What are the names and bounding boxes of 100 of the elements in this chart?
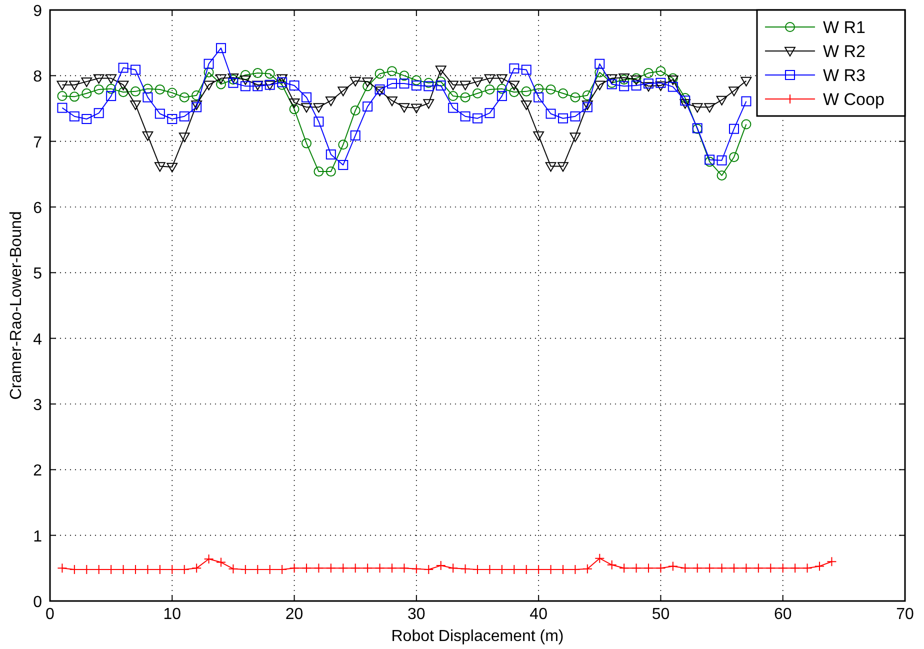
x-tick-label: 60 <box>774 606 792 623</box>
y-tick-label: 1 <box>33 528 42 546</box>
point <box>240 81 250 92</box>
point <box>644 68 654 78</box>
point <box>472 88 482 98</box>
point <box>570 92 580 102</box>
point <box>302 92 312 102</box>
point <box>680 92 690 103</box>
point <box>82 114 92 124</box>
point <box>655 81 666 91</box>
point <box>81 77 92 88</box>
point <box>240 70 250 80</box>
point <box>619 81 630 92</box>
point <box>154 162 166 172</box>
point <box>167 88 178 98</box>
y-tick-label: 8 <box>33 68 42 86</box>
y-tick-label: 3 <box>33 397 42 414</box>
x-tick-label: 50 <box>652 606 670 623</box>
x-tick-label: 30 <box>408 606 426 623</box>
point <box>57 91 68 102</box>
point <box>472 77 483 88</box>
point <box>94 108 104 118</box>
point <box>387 66 397 76</box>
point <box>399 70 410 81</box>
point <box>631 73 642 84</box>
point <box>680 99 691 109</box>
point <box>277 77 288 88</box>
point <box>667 76 678 86</box>
x-tick-label: 40 <box>530 606 548 623</box>
point <box>154 108 165 119</box>
point <box>142 92 153 102</box>
point <box>716 96 728 106</box>
point <box>644 78 654 89</box>
point <box>509 87 520 98</box>
point <box>728 86 740 96</box>
legend-label: W R2 <box>823 42 866 61</box>
point <box>106 74 117 84</box>
point <box>460 111 470 122</box>
point <box>399 78 410 89</box>
point <box>93 74 104 84</box>
y-tick-label: 7 <box>33 134 42 152</box>
point <box>325 96 336 106</box>
point <box>216 79 226 90</box>
point <box>558 162 568 172</box>
point <box>240 76 251 86</box>
point <box>142 84 153 94</box>
point <box>606 74 618 84</box>
point <box>56 80 68 90</box>
point <box>435 66 446 76</box>
point <box>558 113 568 124</box>
x-tick-label: 10 <box>163 606 182 623</box>
point <box>228 78 238 88</box>
point <box>729 124 739 134</box>
point <box>484 84 495 94</box>
point <box>460 92 470 102</box>
point <box>69 111 80 122</box>
point <box>142 131 154 141</box>
point <box>448 102 458 113</box>
point <box>410 104 422 114</box>
point <box>106 84 116 94</box>
y-tick-label: 2 <box>33 462 42 480</box>
point <box>94 84 104 94</box>
point <box>264 68 275 79</box>
point <box>680 96 690 106</box>
point <box>118 62 128 73</box>
point <box>716 170 727 180</box>
point <box>302 138 312 148</box>
point <box>350 105 360 116</box>
point <box>668 73 678 84</box>
point <box>424 78 434 88</box>
point <box>704 103 716 113</box>
point <box>508 80 520 90</box>
point <box>387 78 397 89</box>
point <box>130 100 141 110</box>
point <box>130 86 140 96</box>
point <box>118 87 128 98</box>
point <box>118 80 129 90</box>
y-tick-label: 6 <box>33 200 42 217</box>
point <box>130 64 140 75</box>
point <box>570 132 581 142</box>
point <box>314 116 324 127</box>
point <box>460 80 471 90</box>
point <box>631 80 642 91</box>
point <box>496 91 507 102</box>
point <box>374 68 385 79</box>
point <box>314 166 324 177</box>
point <box>570 111 580 122</box>
point <box>374 86 386 96</box>
point <box>448 80 459 90</box>
point <box>729 152 739 162</box>
point <box>154 84 165 94</box>
point <box>582 90 592 100</box>
point <box>338 86 349 96</box>
point <box>716 155 727 166</box>
point <box>82 88 92 98</box>
point <box>106 91 116 102</box>
point <box>558 88 568 98</box>
point <box>313 103 324 113</box>
point <box>338 160 348 170</box>
y-axis-title: Cramer-Rao-Lower-Bound <box>8 211 25 400</box>
